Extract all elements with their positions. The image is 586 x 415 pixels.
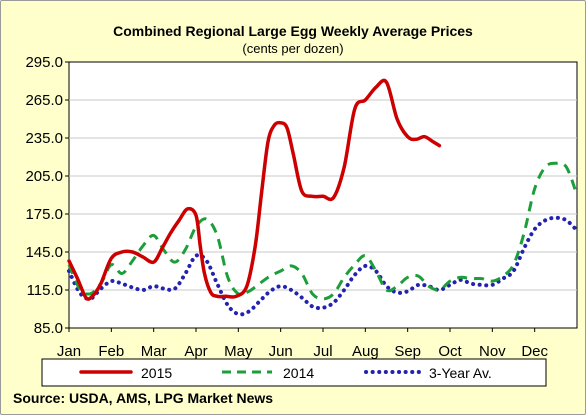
x-tick-label: Sep xyxy=(394,343,421,360)
x-tick-label: Jun xyxy=(269,343,293,360)
y-tick-label: 235.0 xyxy=(25,130,63,147)
legend-label-2014: 2014 xyxy=(283,365,314,381)
x-tick-label: Mar xyxy=(141,343,167,360)
legend: 2015 2014 3-Year Av. xyxy=(41,358,547,387)
y-tick-label: 85.0 xyxy=(34,320,63,337)
x-tick-label: Apr xyxy=(184,343,207,360)
x-tick-label: Aug xyxy=(352,343,379,360)
x-tick-label: Feb xyxy=(98,343,124,360)
y-axis-ticks: 85.0 115.0 145.0 175.0 205.0 235.0 265.0 295.0 xyxy=(25,54,69,337)
x-tick-label: Dec xyxy=(521,343,548,360)
series-line-3-year-av xyxy=(67,215,579,317)
x-tick-label: Nov xyxy=(479,343,506,360)
x-tick-label: Jan xyxy=(57,343,81,360)
x-tick-label: Jul xyxy=(313,343,332,360)
x-tick-label: Oct xyxy=(438,343,462,360)
x-axis-ticks: Jan Feb Mar Apr May Jun Jul Aug Sep Oct Nov Dec xyxy=(57,328,548,360)
source-note: Source: USDA, AMS, LPG Market News xyxy=(13,390,273,406)
legend-label-2015: 2015 xyxy=(141,365,172,381)
y-tick-label: 295.0 xyxy=(25,54,63,71)
chart-subtitle: (cents per dozen) xyxy=(242,41,343,56)
series-line-2015 xyxy=(67,78,442,301)
y-tick-label: 205.0 xyxy=(25,168,63,185)
grid-lines xyxy=(69,99,577,291)
legend-label-3yr: 3-Year Av. xyxy=(429,365,492,381)
y-tick-label: 115.0 xyxy=(27,282,63,299)
x-tick-label: May xyxy=(224,343,253,360)
series-line-2014 xyxy=(67,161,579,301)
chart-title: Combined Regional Large Egg Weekly Avera… xyxy=(113,23,473,39)
series-lines xyxy=(67,78,579,317)
y-tick-label: 145.0 xyxy=(25,244,63,261)
y-tick-label: 175.0 xyxy=(25,206,63,223)
y-tick-label: 265.0 xyxy=(25,92,63,109)
